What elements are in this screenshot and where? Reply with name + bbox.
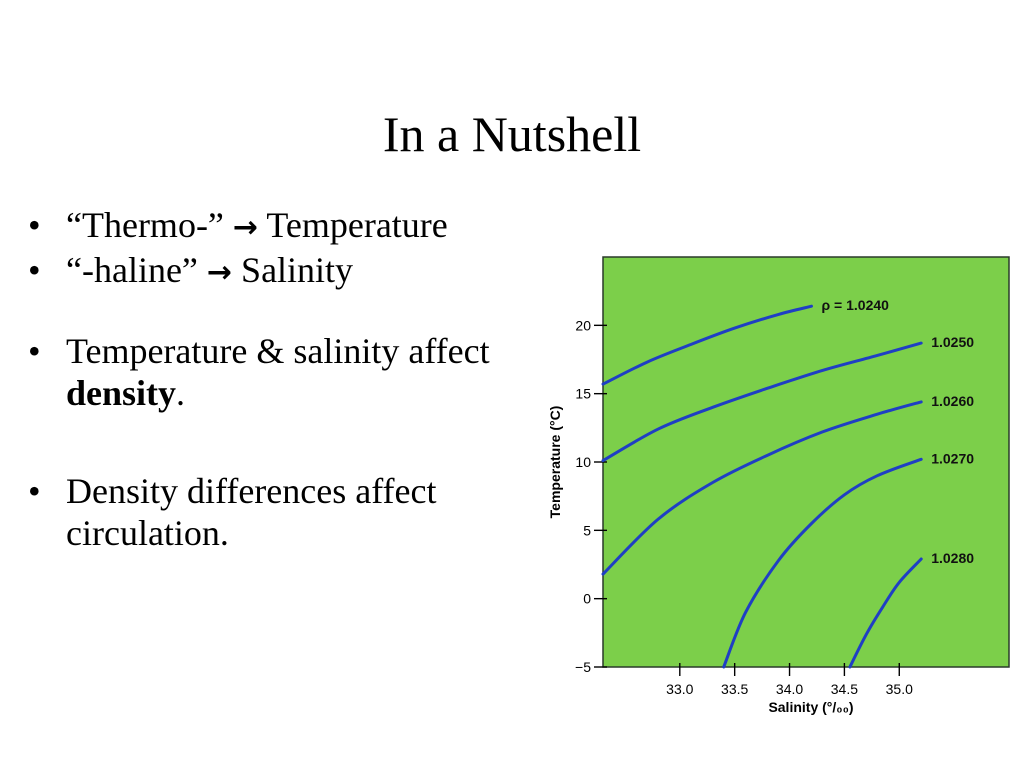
isopycnal-label: 1.0250 bbox=[931, 334, 974, 350]
bullet-thermo: • “Thermo-” → Temperature bbox=[28, 204, 558, 249]
bullet-haline: • “-haline” → Salinity bbox=[28, 249, 558, 294]
x-axis-label: Salinity (°/₀₀) bbox=[768, 699, 853, 715]
y-tick-label: 15 bbox=[575, 386, 591, 402]
bullet-haline-meaning: Salinity bbox=[232, 250, 354, 290]
bullet-dot: • bbox=[28, 205, 41, 245]
right-arrow-icon: → bbox=[206, 255, 233, 290]
y-tick-label: 5 bbox=[583, 522, 591, 538]
plot-background bbox=[602, 256, 1010, 668]
isopycnal-line bbox=[722, 457, 923, 669]
isopycnal-label: 1.0260 bbox=[931, 393, 974, 409]
bullet-density-keyword: density bbox=[66, 373, 177, 413]
bullet-density-text: Temperature & salinity affect bbox=[66, 331, 490, 371]
x-tick-label: 34.5 bbox=[831, 681, 858, 697]
isopycnal-line bbox=[601, 400, 923, 576]
isopycnal-curves bbox=[601, 304, 923, 669]
bullet-dot: • bbox=[28, 471, 41, 511]
bullet-density-end: . bbox=[176, 373, 186, 413]
y-tick-label: 20 bbox=[575, 317, 591, 333]
ts-density-chart: −5 0 5 10 15 20 33.0 33.5 34.0 34.5 35.0 ρ = 1.02… bbox=[547, 256, 1010, 715]
isopycnal-label: 1.0280 bbox=[931, 550, 974, 566]
right-arrow-icon: → bbox=[232, 210, 259, 245]
isopycnal-line bbox=[848, 557, 923, 669]
isopycnal-label: 1.0270 bbox=[931, 450, 974, 466]
x-axis: 33.0 33.5 34.0 34.5 35.0 bbox=[666, 663, 913, 697]
bullet-dot: • bbox=[28, 331, 41, 371]
slide-title: In a Nutshell bbox=[382, 106, 642, 162]
y-tick-label: −5 bbox=[575, 659, 591, 675]
isopycnal-label: ρ = 1.0240 bbox=[821, 297, 889, 313]
bullet-circulation: • Density differences affect circulation… bbox=[28, 470, 558, 554]
y-axis-label: Temperature (°C) bbox=[547, 406, 563, 519]
isopycnal-line bbox=[601, 304, 813, 386]
x-tick-label: 34.0 bbox=[776, 681, 803, 697]
y-tick-label: 10 bbox=[575, 454, 591, 470]
bullet-list: • “Thermo-” → Temperature • “-haline” → … bbox=[28, 204, 558, 554]
bullet-circulation-text: Density differences affect circulation. bbox=[66, 471, 437, 553]
x-tick-label: 33.5 bbox=[721, 681, 748, 697]
y-axis: −5 0 5 10 15 20 bbox=[575, 317, 607, 675]
isopycnal-labels: ρ = 1.0240 1.0250 1.0260 1.0270 1.0280 bbox=[821, 297, 974, 566]
y-tick-label: 0 bbox=[583, 591, 591, 607]
bullet-thermo-meaning: Temperature bbox=[258, 205, 448, 245]
bullet-haline-prefix: “-haline” bbox=[66, 250, 207, 290]
bullet-thermo-prefix: “Thermo-” bbox=[66, 205, 233, 245]
x-tick-label: 33.0 bbox=[666, 681, 693, 697]
x-tick-label: 35.0 bbox=[886, 681, 913, 697]
bullet-dot: • bbox=[28, 250, 41, 290]
isopycnal-line bbox=[601, 341, 923, 463]
bullet-density: • Temperature & salinity affect density. bbox=[28, 330, 558, 414]
